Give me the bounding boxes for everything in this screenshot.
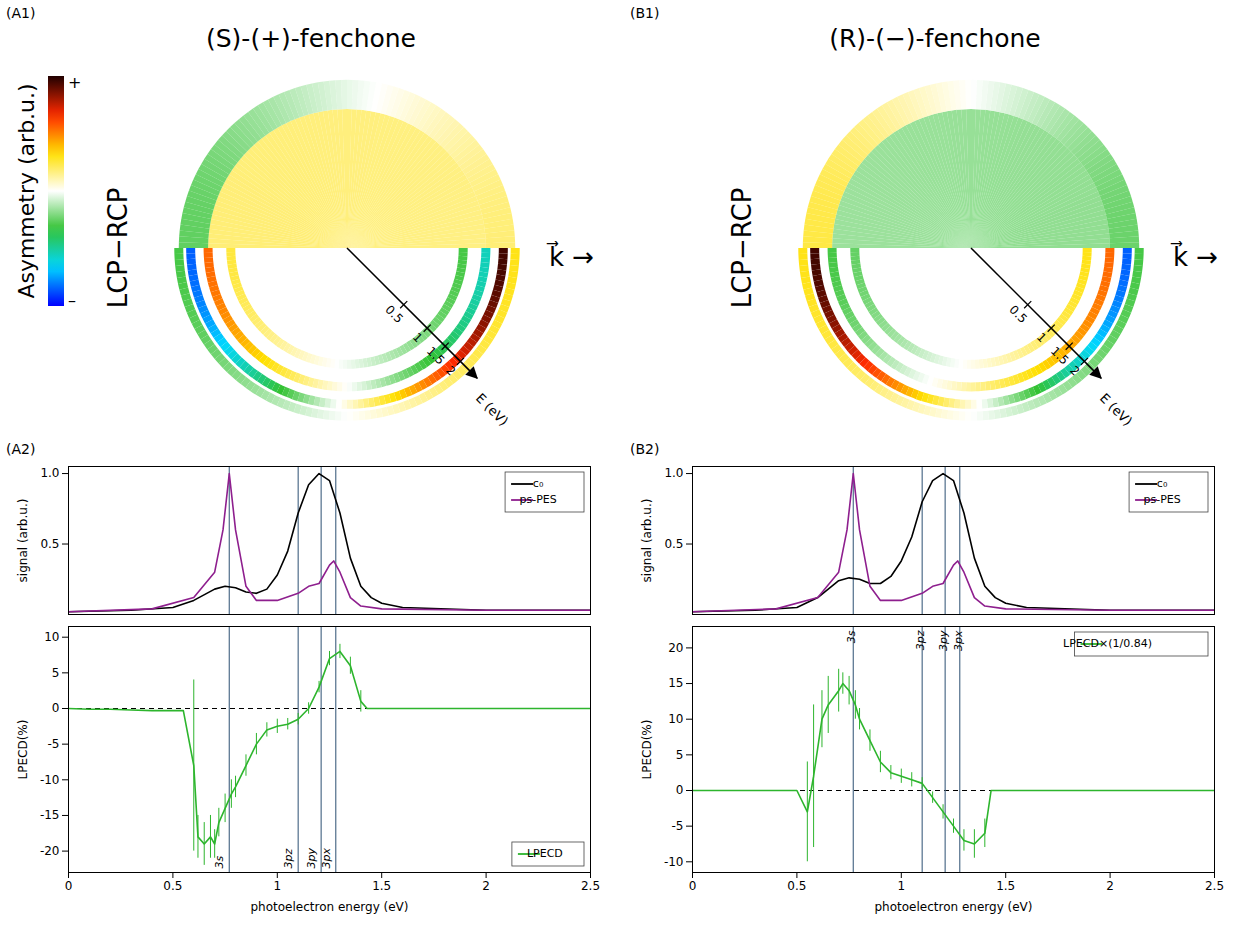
svg-text:k⃗ →: k⃗ → (546, 241, 594, 272)
svg-text:1.5: 1.5 (1048, 344, 1071, 367)
html-text:(A1): (A1) (6, 5, 36, 21)
svg-text:1.5: 1.5 (424, 344, 447, 367)
svg-text:LCP−RCP: LCP−RCP (103, 188, 133, 309)
svg-text:0.5: 0.5 (382, 303, 405, 326)
svg-text:5: 5 (676, 748, 684, 762)
svg-text:E (eV): E (eV) (1097, 390, 1135, 428)
svg-text:signal (arb.u.): signal (arb.u.) (640, 499, 654, 583)
svg-text:3px: 3px (952, 630, 965, 651)
svg-text:2: 2 (1106, 879, 1114, 893)
svg-text:1: 1 (273, 879, 281, 893)
svg-text:E (eV): E (eV) (473, 390, 511, 428)
svg-text:0.5: 0.5 (40, 537, 59, 551)
svg-text:LPECD×(1/0.84): LPECD×(1/0.84) (1063, 637, 1152, 650)
svg-text:-15: -15 (40, 808, 60, 822)
svg-text:1: 1 (897, 879, 905, 893)
svg-text:Asymmetry (arb.u.): Asymmetry (arb.u.) (14, 83, 39, 298)
svg-text:1.5: 1.5 (996, 879, 1015, 893)
svg-text:2.5: 2.5 (1205, 879, 1224, 893)
svg-text:+: + (68, 73, 81, 92)
svg-text:20: 20 (668, 641, 683, 655)
svg-text:3pz: 3pz (914, 630, 927, 650)
svg-text:signal (arb.u.): signal (arb.u.) (16, 499, 30, 583)
html-text:(A2): (A2) (6, 441, 36, 457)
svg-text:3py: 3py (305, 848, 318, 869)
svg-text:1.0: 1.0 (664, 466, 683, 480)
svg-text:0.5: 0.5 (1006, 303, 1029, 326)
html-text:(B2): (B2) (630, 441, 660, 457)
svg-text:ps-PES: ps-PES (519, 493, 556, 506)
svg-text:-5: -5 (672, 819, 684, 833)
svg-text:2: 2 (1067, 363, 1082, 378)
svg-text:1: 1 (410, 330, 425, 345)
svg-text:0: 0 (52, 701, 60, 715)
svg-text:LPECD(%): LPECD(%) (16, 720, 30, 780)
svg-text:0.5: 0.5 (163, 879, 182, 893)
svg-text:LCP−RCP: LCP−RCP (727, 188, 757, 309)
svg-text:3py: 3py (937, 630, 950, 651)
svg-text:LPECD: LPECD (527, 847, 563, 860)
svg-text:-10: -10 (40, 773, 60, 787)
svg-text:10: 10 (44, 630, 59, 644)
svg-text:0.5: 0.5 (787, 879, 806, 893)
svg-text:2: 2 (482, 879, 490, 893)
svg-text:1.0: 1.0 (40, 466, 59, 480)
svg-text:5: 5 (52, 666, 60, 680)
svg-text:-10: -10 (664, 855, 684, 869)
svg-text:photoelectron energy (eV): photoelectron energy (eV) (250, 900, 408, 914)
svg-text:0: 0 (65, 879, 73, 893)
svg-text:1.5: 1.5 (372, 879, 391, 893)
html-text:(R)-(−)-fenchone: (R)-(−)-fenchone (829, 24, 1041, 53)
svg-text:0.5: 0.5 (664, 537, 683, 551)
html-text:(S)-(+)-fenchone: (S)-(+)-fenchone (206, 24, 416, 53)
svg-text:0: 0 (676, 783, 684, 797)
svg-text:c₀: c₀ (1157, 477, 1168, 490)
svg-text:ps-PES: ps-PES (1143, 493, 1180, 506)
svg-text:3pz: 3pz (282, 849, 295, 869)
svg-text:10: 10 (668, 712, 683, 726)
svg-text:3s: 3s (845, 630, 858, 643)
svg-text:2: 2 (443, 363, 458, 378)
svg-text:2.5: 2.5 (581, 879, 600, 893)
svg-text:-20: -20 (40, 844, 60, 858)
svg-text:3s: 3s (213, 856, 226, 869)
svg-text:LPECD(%): LPECD(%) (640, 720, 654, 780)
svg-text:15: 15 (668, 676, 683, 690)
svg-text:0: 0 (689, 879, 697, 893)
svg-text:1: 1 (1034, 330, 1049, 345)
html-text:(B1): (B1) (630, 5, 660, 21)
svg-text:c₀: c₀ (533, 477, 544, 490)
svg-text:3px: 3px (320, 848, 333, 869)
svg-text:–: – (68, 291, 76, 310)
svg-text:k⃗ →: k⃗ → (1170, 241, 1218, 272)
svg-text:-5: -5 (48, 737, 60, 751)
svg-text:photoelectron energy (eV): photoelectron energy (eV) (874, 900, 1032, 914)
